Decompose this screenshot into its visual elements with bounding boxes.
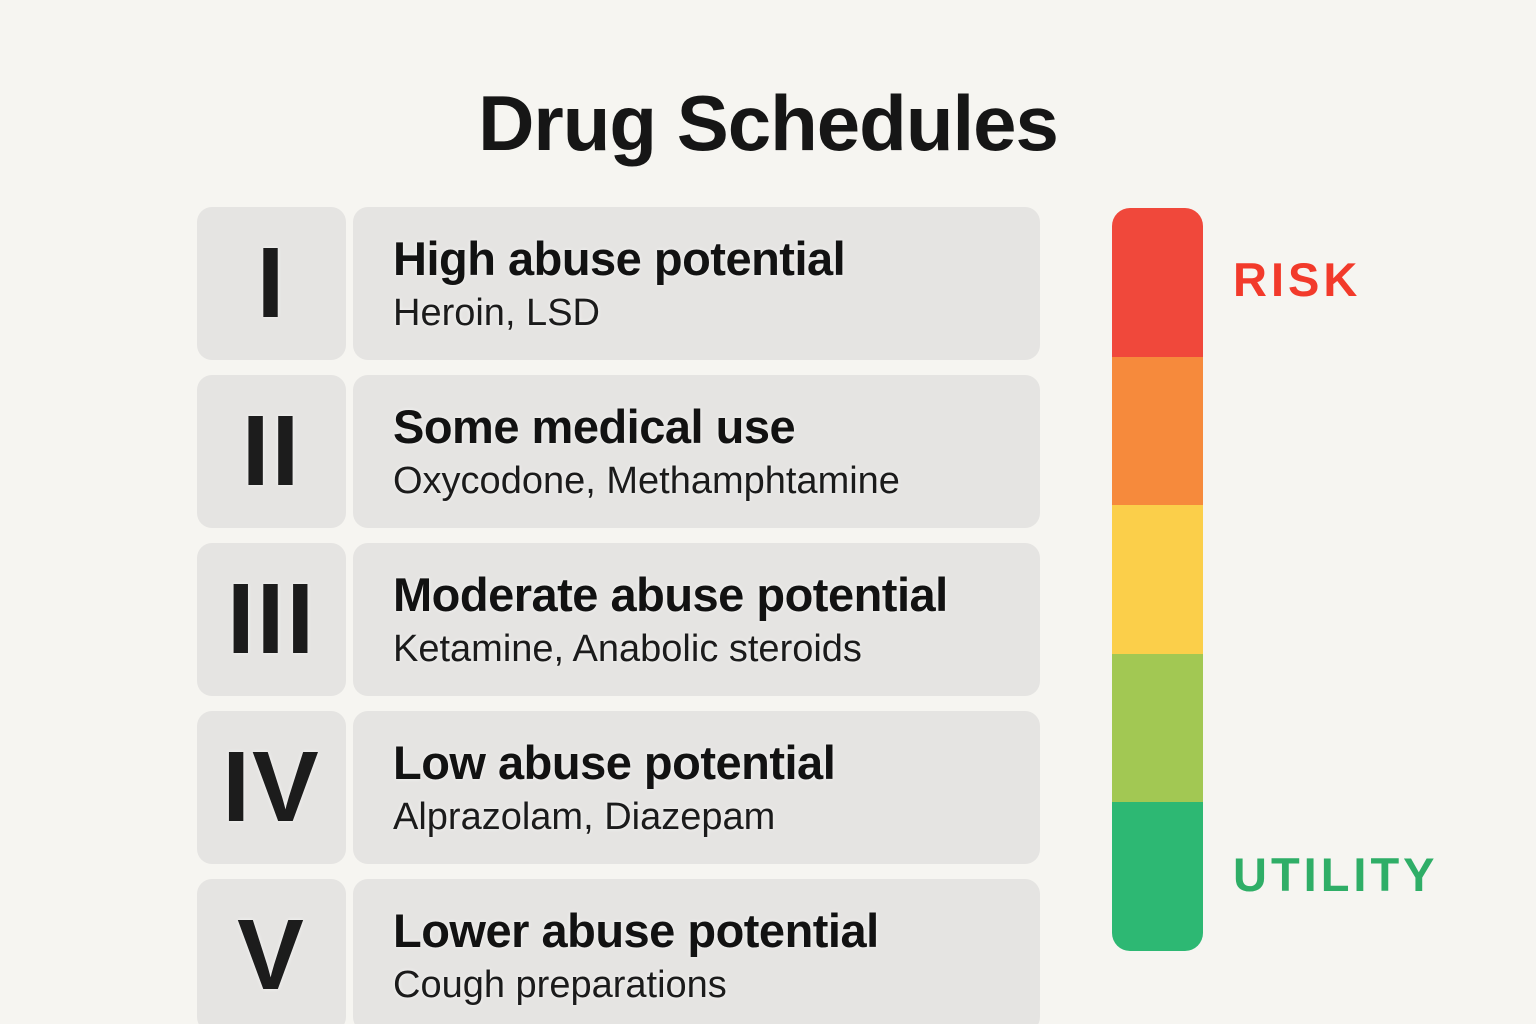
schedule-examples: Cough preparations bbox=[393, 963, 727, 1006]
schedule-row-2: II Some medical use Oxycodone, Methampht… bbox=[197, 375, 1040, 528]
schedule-row-4: IV Low abuse potential Alprazolam, Diaze… bbox=[197, 711, 1040, 864]
schedule-details-1: High abuse potential Heroin, LSD bbox=[353, 207, 1040, 360]
schedule-numeral-5: V bbox=[197, 879, 346, 1024]
schedule-details-2: Some medical use Oxycodone, Methamphtami… bbox=[353, 375, 1040, 528]
schedule-examples: Oxycodone, Methamphtamine bbox=[393, 459, 900, 502]
schedule-examples: Heroin, LSD bbox=[393, 291, 600, 334]
schedule-details-4: Low abuse potential Alprazolam, Diazepam bbox=[353, 711, 1040, 864]
schedule-label: Moderate abuse potential bbox=[393, 568, 948, 622]
schedule-label: High abuse potential bbox=[393, 232, 846, 286]
schedule-numeral-4: IV bbox=[197, 711, 346, 864]
schedule-details-5: Lower abuse potential Cough preparations bbox=[353, 879, 1040, 1024]
schedule-numeral-3: III bbox=[197, 543, 346, 696]
schedule-label: Lower abuse potential bbox=[393, 904, 879, 958]
scale-segment-medium-risk bbox=[1112, 505, 1203, 654]
schedule-list: I High abuse potential Heroin, LSD II So… bbox=[197, 207, 1040, 1024]
schedule-examples: Alprazolam, Diazepam bbox=[393, 795, 776, 838]
scale-segment-high-risk bbox=[1112, 356, 1203, 506]
schedule-details-3: Moderate abuse potential Ketamine, Anabo… bbox=[353, 543, 1040, 696]
utility-label: UTILITY bbox=[1233, 848, 1439, 901]
scale-segment-highest-risk bbox=[1112, 208, 1203, 357]
schedule-row-3: III Moderate abuse potential Ketamine, A… bbox=[197, 543, 1040, 696]
schedule-label: Low abuse potential bbox=[393, 736, 836, 790]
risk-label: RISK bbox=[1233, 253, 1362, 306]
risk-utility-gradient-bar bbox=[1112, 208, 1203, 951]
schedule-examples: Ketamine, Anabolic steroids bbox=[393, 627, 862, 670]
scale-segment-highest-utility bbox=[1112, 802, 1203, 951]
schedule-numeral-2: II bbox=[197, 375, 346, 528]
page-title: Drug Schedules bbox=[478, 79, 1059, 167]
schedule-label: Some medical use bbox=[393, 400, 796, 454]
schedule-row-1: I High abuse potential Heroin, LSD bbox=[197, 207, 1040, 360]
schedule-row-5: V Lower abuse potential Cough preparatio… bbox=[197, 879, 1040, 1024]
schedule-numeral-1: I bbox=[197, 207, 346, 360]
scale-segment-low-risk bbox=[1112, 653, 1203, 803]
